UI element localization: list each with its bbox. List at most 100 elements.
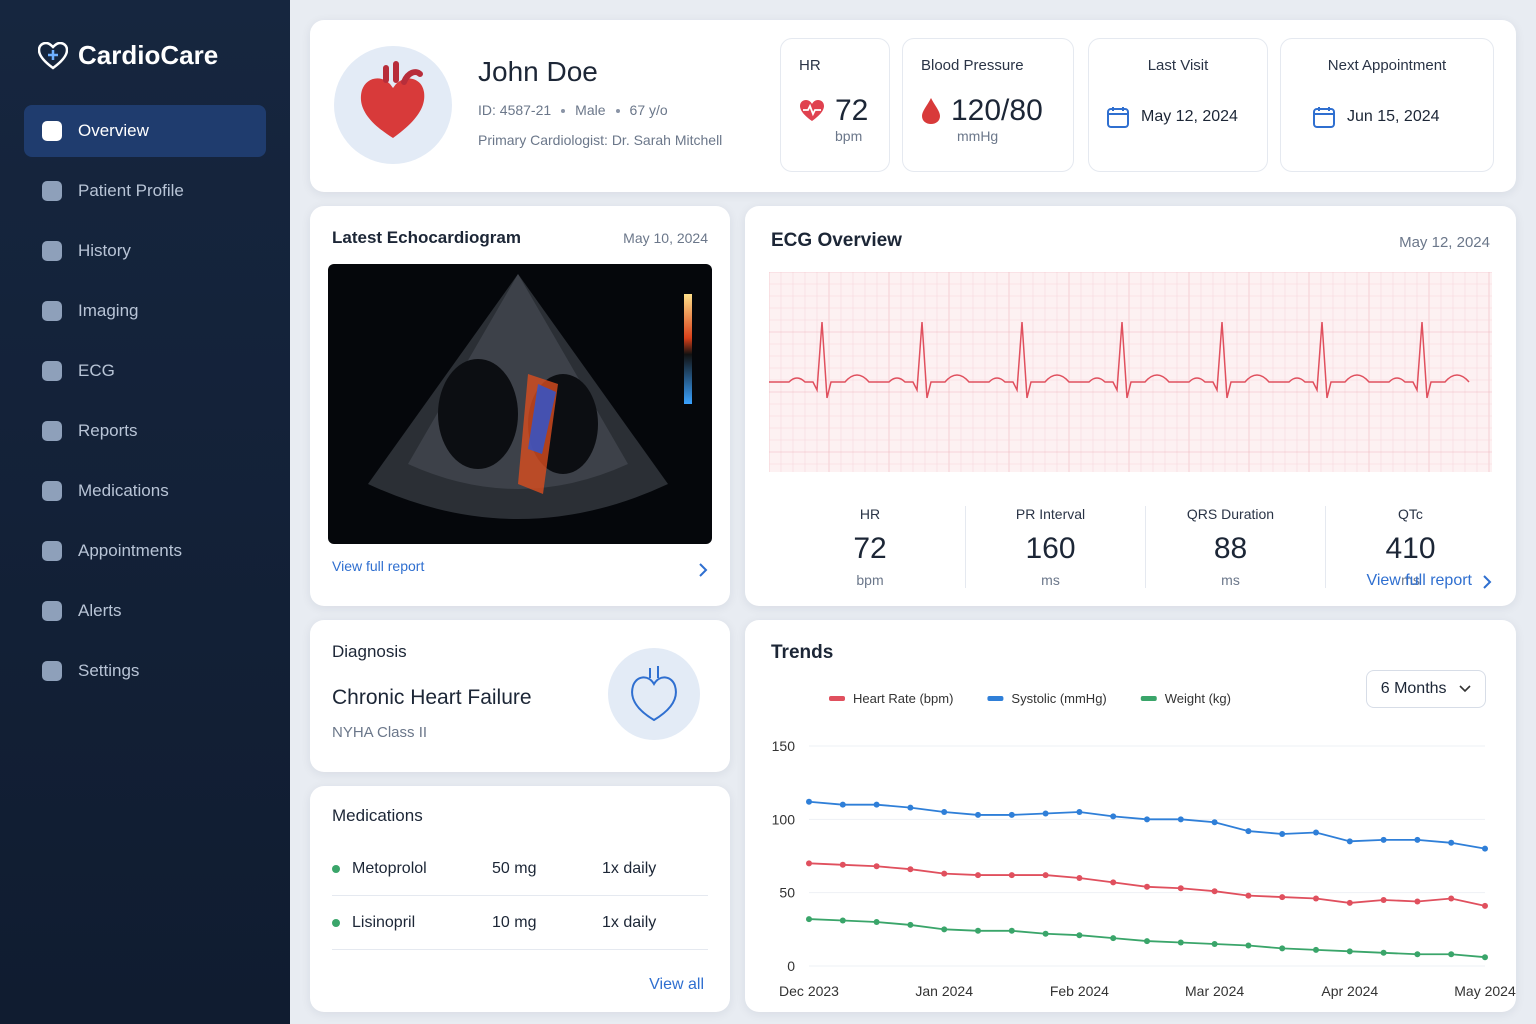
data-point <box>1110 813 1117 820</box>
vital-next-appointment: Next Appointment Jun 15, 2024 <box>1280 38 1494 172</box>
range-select[interactable]: 6 Months <box>1365 670 1486 708</box>
data-point <box>1042 810 1049 817</box>
ecg-metric: PR Interval 160 ms <box>965 506 1135 588</box>
data-point <box>1144 816 1150 823</box>
diagnosis-class: NYHA Class II <box>332 724 428 741</box>
nav-item[interactable]: Reports <box>24 405 266 457</box>
metric-value: 88 <box>1213 532 1248 565</box>
data-point <box>1245 942 1252 949</box>
nav-label: Overview <box>78 121 149 140</box>
data-point <box>1279 945 1286 952</box>
nav-label: Patient Profile <box>78 181 184 200</box>
heart-icon <box>608 648 700 740</box>
echo-link[interactable]: View full report <box>332 558 425 574</box>
data-point <box>941 926 948 933</box>
diagnosis-title: Diagnosis <box>332 642 407 661</box>
ecg-metric: QTc 410 ms <box>1325 506 1495 588</box>
data-point <box>1448 895 1455 902</box>
echo-title: Latest Echocardiogram <box>332 228 521 247</box>
data-point <box>873 919 880 925</box>
legend-swatch <box>829 696 845 701</box>
data-point <box>1346 948 1353 955</box>
data-point <box>839 917 846 924</box>
data-point <box>1076 932 1083 939</box>
nav-item[interactable]: Appointments <box>24 525 266 577</box>
data-point <box>1211 888 1218 895</box>
ecg-grid-bg <box>769 272 1492 472</box>
data-point <box>907 866 914 873</box>
data-point <box>941 870 948 877</box>
x-tick-label: May 2024 <box>1454 983 1516 999</box>
y-tick-label: 0 <box>787 958 795 974</box>
legend-label: Heart Rate (bpm) <box>853 691 953 706</box>
data-point <box>1008 811 1015 818</box>
vital-value: 72 <box>835 94 869 127</box>
data-point <box>1008 872 1015 879</box>
heart-illustration <box>334 46 452 164</box>
ecg-trace <box>769 321 1470 399</box>
med-frequency: 1x daily <box>602 913 657 931</box>
data-point <box>1414 898 1421 905</box>
nav-item[interactable]: Overview <box>24 105 266 157</box>
data-point <box>1144 883 1150 890</box>
nav-list: Overview Patient Profile History Imaging ECG… <box>24 105 266 697</box>
nav-item[interactable]: Imaging <box>24 285 266 337</box>
nav-icon <box>42 421 62 441</box>
sidebar: CardioCare Overview Patient Profile Histor… <box>0 0 290 1024</box>
data-point <box>806 860 812 867</box>
x-tick-label: Feb 2024 <box>1050 983 1109 999</box>
data-point <box>1380 836 1387 843</box>
nav-label: Appointments <box>78 541 182 560</box>
nav-item[interactable]: Settings <box>24 645 266 697</box>
nav-item[interactable]: Medications <box>24 465 266 517</box>
ecg-metric: HR 72 bpm <box>785 506 955 588</box>
med-name: Metoprolol <box>352 859 427 877</box>
nav-item[interactable]: Patient Profile <box>24 165 266 217</box>
y-tick-label: 100 <box>772 811 796 827</box>
nav-icon <box>42 601 62 621</box>
data-point <box>1076 809 1083 815</box>
vital-unit: bpm <box>835 128 863 144</box>
med-name: Lisinopril <box>352 913 416 931</box>
nav-icon <box>42 121 62 141</box>
nav-label: Imaging <box>78 301 139 320</box>
data-point <box>907 921 914 928</box>
medications-link[interactable]: View all <box>649 976 704 993</box>
legend-label: Weight (kg) <box>1165 691 1231 706</box>
nav-item[interactable]: Alerts <box>24 585 266 637</box>
x-tick-label: Jan 2024 <box>915 983 973 999</box>
metric-unit: ms <box>1041 572 1060 588</box>
nav-icon <box>42 301 62 321</box>
data-point <box>873 863 880 870</box>
vital-bp: Blood Pressure 120/80 mmHg <box>902 38 1074 172</box>
data-point <box>1313 946 1319 953</box>
nav-item[interactable]: ECG <box>24 345 266 397</box>
med-dose: 50 mg <box>492 859 537 877</box>
data-point <box>975 872 981 879</box>
patient-id: ID: 4587-21 <box>478 102 552 118</box>
legend-swatch <box>1140 696 1157 701</box>
nav-item[interactable]: History <box>24 225 266 277</box>
chevron <box>1483 575 1492 589</box>
ecg-link[interactable]: View full report <box>1366 572 1472 589</box>
metric-value: 160 <box>1025 532 1076 565</box>
x-tick-label: Apr 2024 <box>1321 983 1378 999</box>
patient-meta: ID: 4587-21 Male 67 y/o <box>478 102 668 118</box>
metric-unit: bpm <box>856 572 884 588</box>
vital-label: Last Visit <box>1147 57 1209 74</box>
ecg-metric: QRS Duration 88 ms <box>1145 506 1315 588</box>
nav-label: Reports <box>78 421 138 440</box>
nav-label: Alerts <box>78 601 122 620</box>
data-point <box>1482 902 1488 909</box>
ecg-date: May 12, 2024 <box>1399 234 1490 251</box>
data-point <box>1177 816 1184 823</box>
nav-label: History <box>78 241 131 260</box>
data-point <box>1346 899 1353 906</box>
data-point <box>1245 892 1252 899</box>
data-point <box>873 801 880 808</box>
data-point <box>1245 828 1252 835</box>
patient-age: 67 y/o <box>629 102 668 118</box>
medications-card: Medications Metoprolol 50 mg 1x daily Lisi… <box>310 786 730 1012</box>
med-dose: 10 mg <box>492 913 537 931</box>
